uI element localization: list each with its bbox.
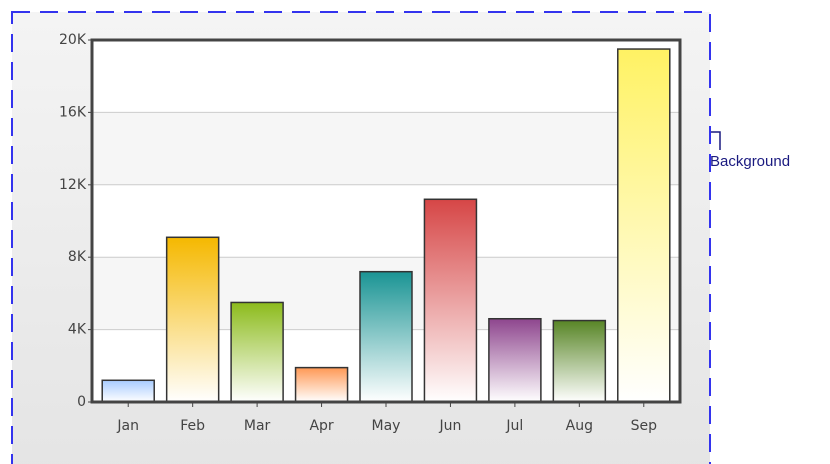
bar [423, 198, 478, 403]
bar [552, 319, 607, 403]
bar [359, 270, 413, 403]
y-tick-label: 0 [77, 394, 86, 410]
x-tick-label: Apr [309, 418, 333, 434]
grid-band [92, 112, 680, 185]
bar [165, 236, 220, 403]
x-tick-label: May [372, 418, 401, 434]
x-tick-label: Jan [116, 418, 139, 434]
y-tick-label: 12K [59, 177, 87, 193]
bar [294, 366, 349, 403]
plot-border [90, 38, 682, 404]
y-tick-label: 8K [68, 249, 87, 265]
x-tick-label: Mar [244, 418, 271, 434]
bar [101, 379, 155, 403]
annotation-bracket [711, 131, 721, 150]
y-tick-label: 4K [68, 322, 87, 338]
bar [488, 317, 542, 403]
annotation: Background [710, 153, 790, 170]
x-tick-label: Jul [505, 418, 523, 434]
x-tick-label: Aug [566, 418, 593, 434]
x-tick-label: Sep [631, 418, 658, 434]
x-tick-label: Feb [180, 418, 205, 434]
bar [230, 301, 284, 403]
y-tick-label: 16K [59, 104, 87, 120]
bar [617, 48, 671, 403]
y-tick-label: 20K [59, 32, 87, 48]
x-tick-label: Jun [439, 418, 462, 434]
